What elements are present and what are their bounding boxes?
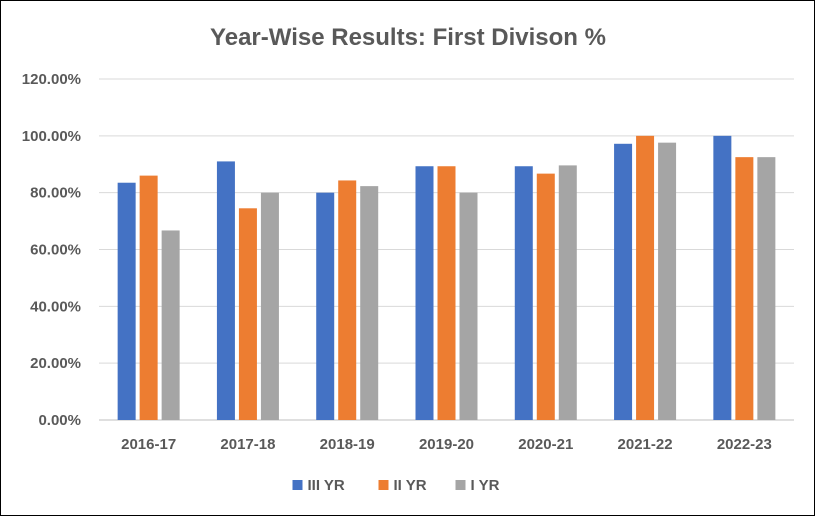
bars [117, 135, 776, 421]
chart-title: Year-Wise Results: First Divison % [210, 24, 606, 51]
y-tick-label: 60.00% [30, 242, 81, 259]
bar [316, 192, 335, 420]
legend-swatch [378, 480, 389, 490]
y-tick-label: 100.00% [22, 128, 81, 145]
y-tick-label: 80.00% [30, 185, 81, 202]
bar [139, 175, 158, 420]
bar [161, 230, 180, 420]
bar [459, 192, 478, 420]
x-tick-label: 2017-18 [220, 436, 275, 453]
y-axis-ticks: 0.00% 20.00% 40.00% 60.00% 80.00% 100.00% 120.… [22, 71, 81, 429]
y-tick-label: 0.00% [38, 412, 81, 429]
bar [216, 161, 235, 421]
legend-label: III YR [308, 477, 345, 494]
bar [260, 192, 279, 420]
bar [360, 186, 379, 420]
bar [437, 166, 456, 420]
y-tick-label: 20.00% [30, 355, 81, 372]
y-tick-label: 120.00% [22, 71, 81, 88]
bar [536, 173, 555, 420]
bar [415, 166, 434, 420]
legend-label: II YR [394, 477, 427, 494]
x-tick-label: 2020-21 [518, 436, 573, 453]
bar [658, 142, 677, 421]
bar [558, 165, 577, 420]
legend: III YR II YR I YR [292, 477, 500, 494]
x-tick-label: 2016-17 [121, 436, 176, 453]
legend-swatch [292, 480, 303, 490]
x-tick-label: 2021-22 [618, 436, 673, 453]
bar [238, 208, 257, 420]
x-tick-label: 2022-23 [717, 436, 772, 453]
legend-label: I YR [471, 477, 500, 494]
bar [713, 135, 732, 421]
x-tick-label: 2019-20 [419, 436, 474, 453]
y-tick-label: 40.00% [30, 298, 81, 315]
x-tick-label: 2018-19 [320, 436, 375, 453]
bar [514, 166, 533, 420]
x-axis-ticks: 2016-17 2017-18 2018-19 2019-20 2020-21 2021-… [121, 436, 772, 453]
bar [636, 135, 655, 421]
legend-swatch [455, 480, 466, 490]
bar [614, 143, 633, 421]
bar [757, 157, 776, 421]
bar [338, 180, 357, 420]
bar [117, 182, 136, 420]
bar [735, 157, 754, 421]
